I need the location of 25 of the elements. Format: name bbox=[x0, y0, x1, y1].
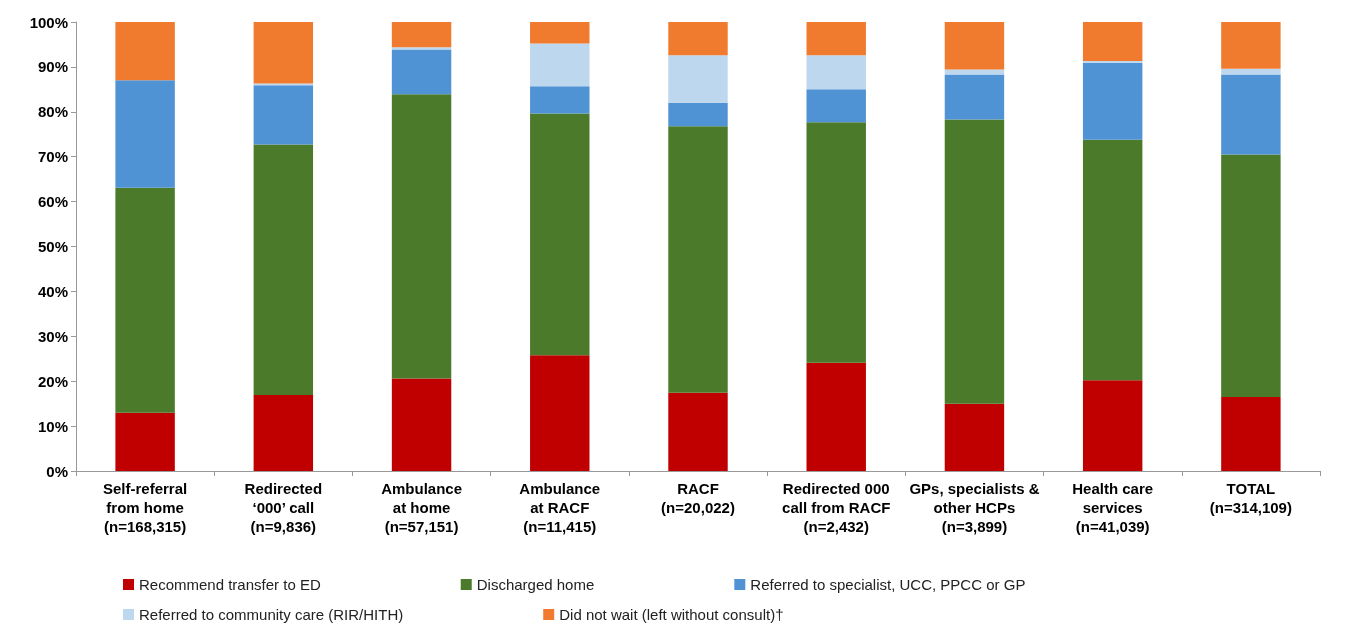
y-tick-label: 30% bbox=[37, 327, 68, 345]
x-tick-label: Health care services (n=41,039) bbox=[1072, 480, 1154, 535]
y-tick-label: 50% bbox=[37, 238, 68, 255]
x-tick-label: Self-referral from home (n=168,315) bbox=[103, 480, 188, 535]
x-tick-label: TOTAL (n=314,109) bbox=[1209, 480, 1292, 516]
y-tick-label: 10% bbox=[37, 417, 68, 435]
y-tick-label: 20% bbox=[37, 372, 68, 390]
x-tick-label: Redirected ‘000’ call (n=9,836) bbox=[244, 480, 323, 535]
y-tick-label: 60% bbox=[37, 193, 68, 211]
y-tick-label: 40% bbox=[37, 282, 68, 300]
legend-label: Referred to specialist, UCC, PPCC or GP bbox=[750, 576, 1026, 593]
y-tick-label: 100% bbox=[29, 13, 68, 31]
legend-label: Recommend transfer to ED bbox=[139, 576, 321, 593]
x-tick-label: Ambulance at RACF (n=11,415) bbox=[519, 480, 601, 535]
x-tick-label: GPs, specialists & other HCPs (n=3,899) bbox=[909, 480, 1040, 535]
x-tick-label: RACF (n=20,022) bbox=[661, 480, 735, 516]
legend-label: Discharged home bbox=[476, 576, 595, 593]
legend-label: Referred to community care (RIR/HITH) bbox=[139, 606, 404, 623]
x-tick-label: Redirected 000 call from RACF (n=2,432) bbox=[782, 480, 891, 535]
x-tick-label: Ambulance at home (n=57,151) bbox=[381, 480, 462, 535]
y-tick-label: 90% bbox=[37, 58, 68, 76]
y-tick-label: 70% bbox=[37, 148, 68, 166]
y-tick-label: 80% bbox=[37, 103, 68, 121]
legend-label: Did not wait (left without consult)† bbox=[559, 606, 784, 623]
y-tick-label: 0% bbox=[46, 462, 68, 480]
